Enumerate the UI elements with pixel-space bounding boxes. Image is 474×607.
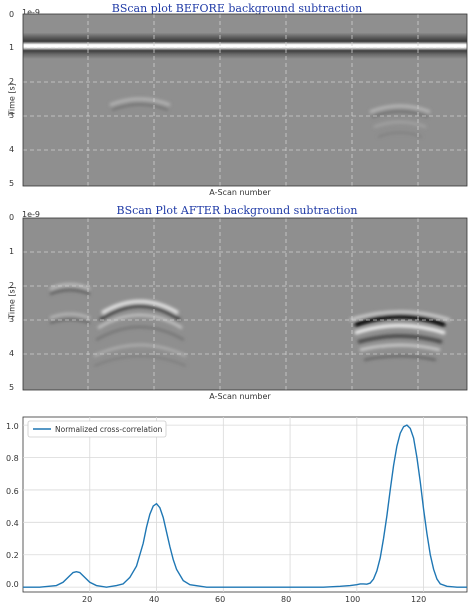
chart1-title: BScan plot BEFORE background subtraction	[111, 2, 363, 15]
chart2-ytick: 4	[9, 349, 15, 358]
bscan-after-grid	[23, 218, 467, 390]
hyperbola-before-116	[369, 104, 431, 114]
correlation-legend: Normalized cross-correlation	[27, 420, 167, 438]
chart3-xtick: 20	[82, 595, 93, 604]
hyperbola-after-116-echo3	[363, 355, 437, 361]
chart3-ytick: 0.0	[6, 580, 19, 589]
hyperbola-after-40-echo	[97, 313, 183, 330]
chart1-ytick: 5	[9, 179, 15, 188]
hyperbola-after-116-echo	[357, 334, 443, 344]
hyperbola-after-16-echo	[49, 312, 91, 320]
chart2-ytick: 0	[9, 213, 15, 222]
chart2-title: BScan Plot AFTER background subtraction	[116, 204, 358, 217]
chart1-ytick: 2	[9, 77, 15, 86]
hyperbola-after-16-echo-dark	[49, 318, 91, 324]
hyperbola-after-116-bright	[354, 323, 446, 335]
hyperbola-after-40-echo2	[93, 344, 187, 357]
bscan-before-panel	[22, 13, 468, 187]
hyperbola-after-40-top	[99, 304, 181, 322]
legend-label: Normalized cross-correlation	[55, 425, 163, 434]
bscan-after-background	[23, 218, 467, 390]
hyperbola-after-40-echo-dark	[95, 326, 185, 341]
chart2-xlabel: A-Scan number	[209, 392, 271, 401]
bscan-before-grid	[23, 14, 467, 186]
correlation-plot-area	[22, 416, 468, 593]
chart3-ytick: 0.4	[6, 519, 19, 528]
chart3-xtick: 80	[281, 595, 292, 604]
chart1-ytick: 3	[9, 111, 15, 120]
chart2-ytick: 1	[9, 247, 15, 256]
hyperbola-before-116-echo	[373, 121, 427, 128]
chart3-ytick: 1.0	[6, 422, 19, 431]
hyperbola-before-116-dark	[371, 110, 429, 118]
direct-wave-band	[23, 33, 467, 59]
legend-box	[27, 420, 167, 438]
chart3-xtick: 100	[345, 595, 361, 604]
chart2-ytick: 5	[9, 383, 15, 392]
chart3-ytick: 0.6	[6, 487, 19, 496]
chart1-ytick: 4	[9, 145, 15, 154]
chart3-ytick: 0.8	[6, 454, 19, 463]
bscan-before-frame	[22, 13, 468, 187]
hyperbola-after-16	[49, 283, 91, 291]
chart1-scale-note: 1e-9	[22, 8, 40, 17]
chart1-xlabel: A-Scan number	[209, 188, 271, 197]
correlation-series-line	[23, 424, 467, 588]
hyperbola-before-40-dark	[111, 103, 169, 111]
correlation-chart: Normalized cross-correlation	[22, 416, 468, 593]
hyperbola-after-116-top	[349, 310, 451, 322]
chart3-ytick: 0.2	[6, 551, 19, 560]
chart3-xtick: 120	[411, 595, 427, 604]
chart2-scale-note: 1e-9	[22, 210, 40, 219]
chart2-ytick: 2	[9, 281, 15, 290]
chart3-xtick: 60	[215, 595, 226, 604]
chart1-ytick: 1	[9, 43, 15, 52]
chart1-ytick: 0	[9, 10, 15, 19]
hyperbola-after-116-echo2	[359, 343, 441, 352]
hyperbola-after-40-bright	[101, 299, 179, 315]
chart3-xtick: 40	[149, 595, 160, 604]
chart2-ytick: 3	[9, 315, 15, 324]
bscan-after-frame	[22, 217, 468, 391]
hyperbola-after-116-dark	[354, 314, 446, 328]
hyperbola-after-16-dark	[49, 288, 91, 296]
hyperbola-after-40-echo3	[93, 355, 187, 367]
hyperbola-before-40	[109, 97, 171, 107]
bscan-after-panel	[22, 217, 468, 391]
bscan-after-hyperbolas	[49, 283, 451, 367]
